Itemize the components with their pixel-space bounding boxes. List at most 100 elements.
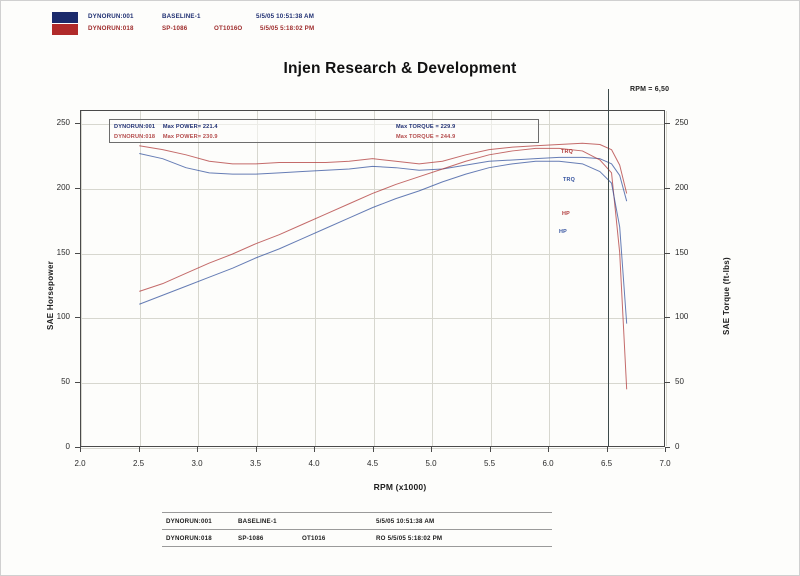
x-axis-tick bbox=[197, 447, 198, 452]
x-axis-tick bbox=[255, 447, 257, 452]
rpm-cursor-annotation: RPM = 6,50 bbox=[630, 86, 670, 93]
info-line-baseline: DYNORUN:001 Max POWER= 221.4 Max TORQUE … bbox=[114, 123, 455, 132]
footer-run-id-2: DYNORUN:018 bbox=[166, 534, 212, 542]
header-legend-row-2: DYNORUN:018 SP-1086 OT1016O 5/5/05 5:18:02 … bbox=[88, 24, 380, 34]
y-axis-right-title: SAE Torque (ft-lbs) bbox=[722, 257, 731, 335]
plot-area: DYNORUN:001 Max POWER= 221.4 Max TORQUE … bbox=[80, 89, 667, 449]
grid-line-vertical bbox=[373, 111, 375, 446]
header-run-name-1: BASELINE-1 bbox=[162, 13, 201, 20]
header-run-date-1: 5/5/05 10:51:38 AM bbox=[256, 13, 315, 20]
curve-tag-torque-modified: TRQ bbox=[561, 149, 573, 155]
x-axis-tick-label: 6.5 bbox=[600, 459, 613, 468]
y-axis-left-title: SAE Horsepower bbox=[46, 260, 55, 330]
grid-line-horizontal bbox=[81, 383, 664, 385]
info-power-label-1: Max POWER= bbox=[162, 124, 202, 130]
x-axis-tick-label: 2.5 bbox=[132, 459, 145, 468]
x-axis-tick bbox=[665, 447, 666, 452]
x-axis-tick bbox=[314, 447, 315, 452]
header-run-id-1: DYNORUN:001 bbox=[88, 13, 134, 20]
footer-run-id-1: DYNORUN:001 bbox=[166, 517, 212, 525]
info-power-label-2: Max POWER= bbox=[162, 134, 202, 140]
max-values-info-box: DYNORUN:001 Max POWER= 221.4 Max TORQUE … bbox=[109, 119, 539, 143]
legend-color-swatches bbox=[52, 12, 78, 35]
info-torque-2: Max TORQUE = 244.9 bbox=[396, 133, 455, 142]
curve-trq bbox=[139, 153, 628, 202]
footer-run-name-1: BASELINE-1 bbox=[238, 517, 277, 525]
y-axis-left-tick-label: 200 bbox=[56, 182, 70, 192]
x-axis-tick-label: 4.5 bbox=[366, 459, 379, 468]
y-axis-right-tick bbox=[665, 382, 670, 384]
y-axis-left-tick bbox=[75, 317, 80, 319]
footer-run-extra-2: OT1016 bbox=[302, 534, 326, 542]
info-torque-1: Max TORQUE = 229.9 bbox=[396, 123, 455, 132]
x-axis-tick bbox=[138, 447, 140, 452]
y-axis-left-tick bbox=[75, 382, 80, 384]
y-axis-right-tick bbox=[665, 252, 670, 254]
y-axis-left-tick bbox=[75, 122, 80, 124]
y-axis-left-tick-label: 0 bbox=[65, 442, 70, 451]
x-axis-tick bbox=[431, 447, 432, 452]
footer-run-date-2: RO 5/5/05 5:18:02 PM bbox=[376, 534, 443, 542]
y-axis-right-tick-label: 0 bbox=[675, 442, 680, 451]
curve-tag-hp-modified: HP bbox=[562, 211, 570, 217]
y-axis-left-tick-label: 50 bbox=[61, 377, 70, 387]
x-axis-tick-label: 5.0 bbox=[425, 459, 437, 468]
x-axis-tick-label: 3.5 bbox=[249, 459, 262, 468]
info-run-2: DYNORUN:018 bbox=[114, 134, 156, 140]
y-axis-right-tick-label: 150 bbox=[675, 247, 689, 257]
x-axis-tick-label: 2.0 bbox=[74, 459, 86, 468]
x-axis-tick bbox=[489, 447, 491, 452]
curve-hp bbox=[139, 147, 628, 390]
curve-trq bbox=[139, 142, 628, 194]
x-axis-title: RPM (x1000) bbox=[373, 482, 427, 492]
y-axis-left-tick-label: 150 bbox=[56, 247, 70, 257]
info-torque-label-2: Max TORQUE = bbox=[396, 134, 439, 140]
x-axis-tick-label: 3.0 bbox=[191, 459, 203, 468]
grid-line-horizontal bbox=[81, 318, 664, 320]
header-run-date-2: 5/5/05 5:18:02 PM bbox=[260, 25, 315, 32]
footer-run-name-2: SP-1086 bbox=[238, 534, 264, 542]
y-axis-right-tick bbox=[665, 447, 670, 448]
x-axis-tick-label: 4.0 bbox=[308, 459, 320, 468]
info-torque-value-2: 244.9 bbox=[440, 134, 456, 140]
grid-line-vertical bbox=[139, 111, 141, 446]
y-axis-left-tick-label: 250 bbox=[56, 117, 70, 127]
rpm-cursor-line[interactable] bbox=[607, 89, 610, 446]
grid-line-horizontal bbox=[81, 188, 664, 190]
grid-line-vertical bbox=[490, 111, 492, 446]
curve-tag-torque-baseline: TRQ bbox=[563, 177, 575, 183]
footer-run-table: DYNORUN:001 BASELINE-1 5/5/05 10:51:38 A… bbox=[162, 512, 552, 547]
y-axis-left-tick bbox=[75, 187, 80, 189]
info-run-1: DYNORUN:001 bbox=[114, 124, 156, 130]
legend-swatch-modified bbox=[52, 24, 78, 35]
x-axis-tick bbox=[606, 447, 608, 452]
footer-row-2: DYNORUN:018 SP-1086 OT1016 RO 5/5/05 5:1… bbox=[162, 530, 552, 547]
grid-line-vertical bbox=[198, 111, 199, 446]
x-axis-tick bbox=[548, 447, 549, 452]
header-run-extra-2: OT1016O bbox=[214, 25, 243, 32]
y-axis-right-tick bbox=[665, 122, 670, 124]
grid-line-vertical bbox=[81, 111, 82, 446]
header-run-id-2: DYNORUN:018 bbox=[88, 25, 134, 32]
footer-row-1: DYNORUN:001 BASELINE-1 5/5/05 10:51:38 A… bbox=[162, 512, 552, 530]
curve-hp bbox=[139, 160, 628, 324]
info-torque-label-1: Max TORQUE = bbox=[396, 124, 439, 130]
y-axis-right-tick-label: 250 bbox=[675, 117, 689, 127]
y-axis-right-tick bbox=[665, 187, 670, 189]
x-axis-tick bbox=[372, 447, 374, 452]
y-axis-right-tick-label: 50 bbox=[675, 377, 684, 387]
header-legend: DYNORUN:001 BASELINE-1 5/5/05 10:51:38 AM … bbox=[52, 12, 380, 35]
info-line-modified: DYNORUN:018 Max POWER= 230.9 Max TORQUE … bbox=[114, 133, 455, 142]
header-legend-row-1: DYNORUN:001 BASELINE-1 5/5/05 10:51:38 AM bbox=[88, 12, 380, 22]
y-axis-right-tick bbox=[665, 317, 670, 319]
grid-line-vertical bbox=[432, 111, 433, 446]
grid-line-vertical bbox=[315, 111, 316, 446]
y-axis-left-tick-label: 100 bbox=[56, 312, 70, 322]
x-axis-tick-label: 5.5 bbox=[483, 459, 496, 468]
header-run-name-2: SP-1086 bbox=[162, 25, 188, 32]
grid-line-horizontal bbox=[81, 253, 664, 255]
info-power-value-2: 230.9 bbox=[202, 134, 218, 140]
curve-canvas bbox=[139, 142, 628, 390]
x-axis-tick bbox=[80, 447, 81, 452]
